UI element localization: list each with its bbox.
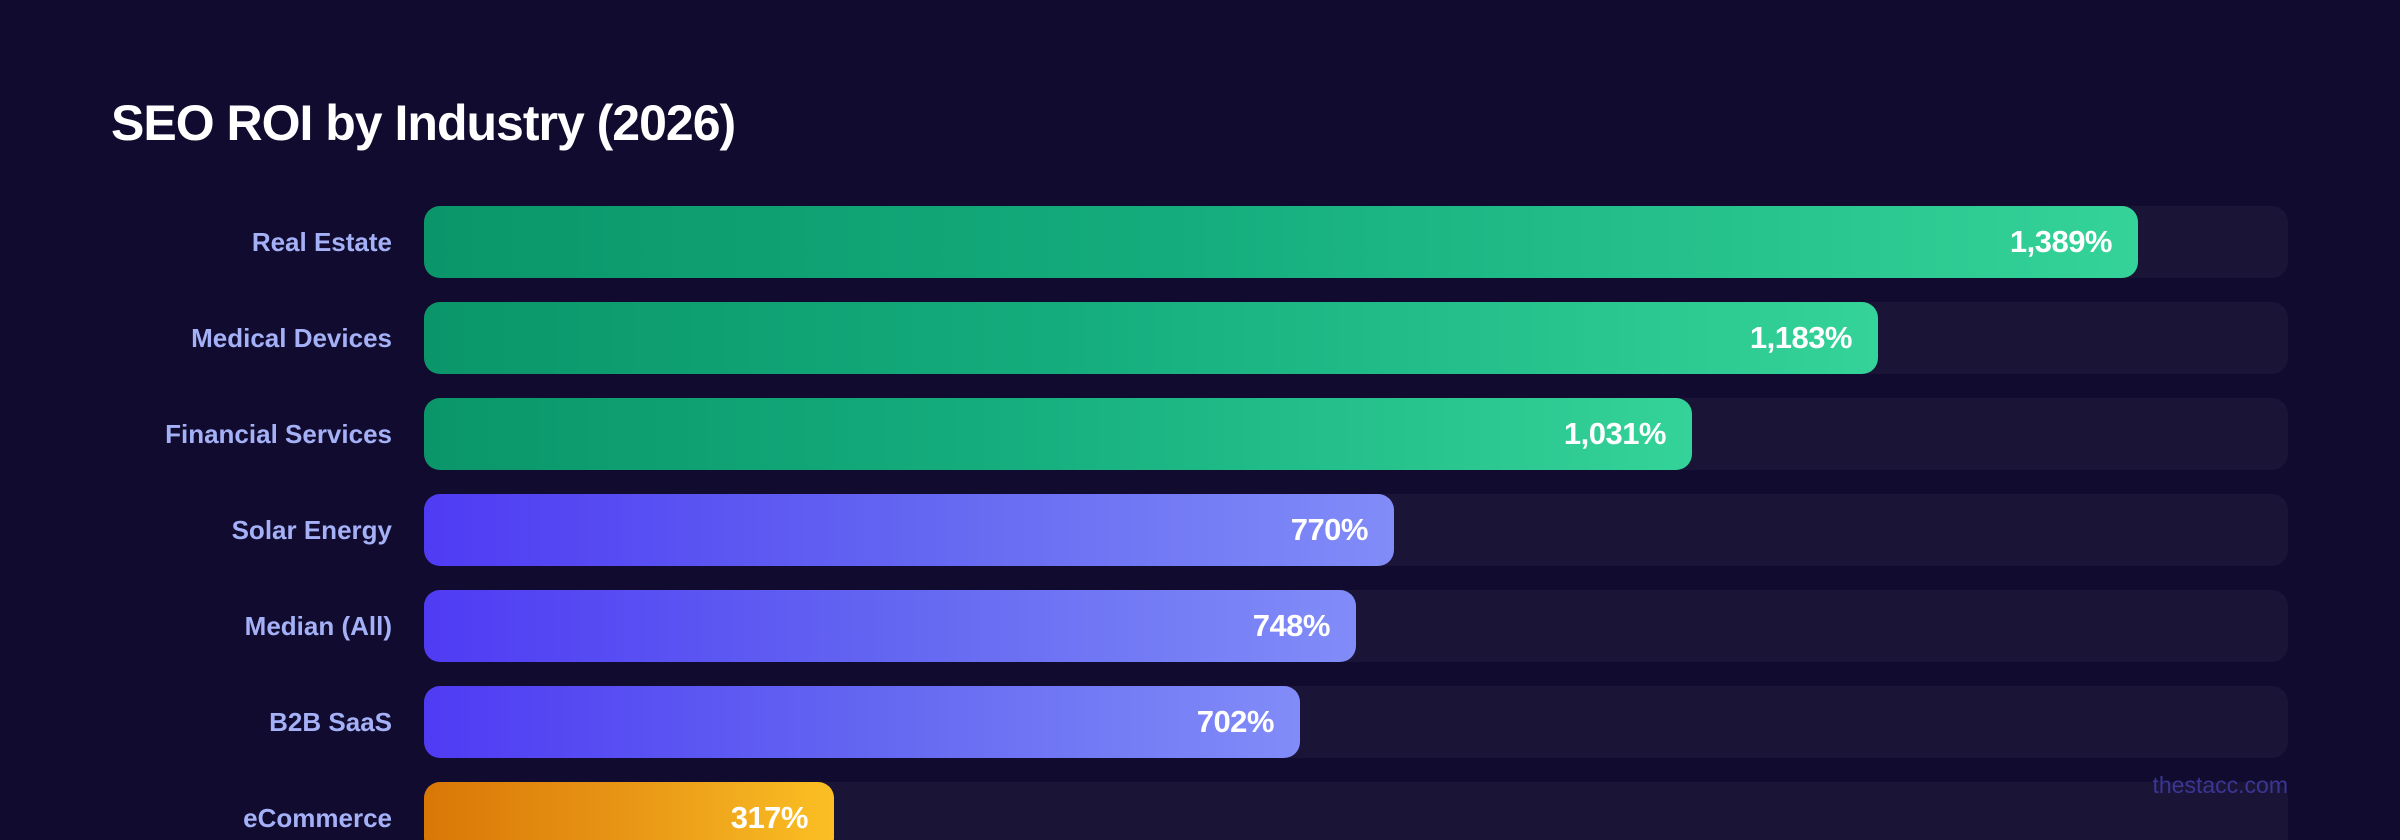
- bar-real-estate: 1,389%: [424, 206, 2138, 278]
- bar-median-all: 748%: [424, 590, 1356, 662]
- bar-row-ecommerce: eCommerce 317%: [0, 782, 2400, 840]
- bar-solar-energy: 770%: [424, 494, 1394, 566]
- bar-row-medical-devices: Medical Devices 1,183%: [0, 302, 2400, 374]
- bar-row-financial-services: Financial Services 1,031%: [0, 398, 2400, 470]
- bar-row-solar-energy: Solar Energy 770%: [0, 494, 2400, 566]
- watermark: thestacc.com: [2152, 772, 2289, 798]
- bar-value-label: 748%: [1252, 608, 1331, 643]
- category-label: Solar Energy: [231, 515, 392, 545]
- bar-value-label: 1,389%: [2009, 224, 2113, 259]
- bar-row-real-estate: Real Estate 1,389%: [0, 206, 2400, 278]
- category-label: Financial Services: [165, 419, 392, 449]
- chart-title: SEO ROI by Industry (2026): [111, 95, 736, 151]
- bar-ecommerce: 317%: [424, 782, 834, 840]
- bar-value-label: 1,031%: [1563, 416, 1667, 451]
- bar-row-median-all: Median (All) 748%: [0, 590, 2400, 662]
- bar-financial-services: 1,031%: [424, 398, 1692, 470]
- bar-value-label: 1,183%: [1749, 320, 1853, 355]
- bar-medical-devices: 1,183%: [424, 302, 1878, 374]
- bar-value-label: 317%: [730, 800, 809, 835]
- category-label: B2B SaaS: [269, 707, 392, 737]
- category-label: eCommerce: [243, 803, 392, 833]
- category-label: Median (All): [244, 611, 392, 641]
- category-label: Medical Devices: [191, 323, 392, 353]
- bar-b2b-saas: 702%: [424, 686, 1300, 758]
- bar-value-label: 702%: [1196, 704, 1275, 739]
- category-label: Real Estate: [251, 227, 392, 257]
- bar-value-label: 770%: [1290, 512, 1369, 547]
- bar-row-b2b-saas: B2B SaaS 702%: [0, 686, 2400, 758]
